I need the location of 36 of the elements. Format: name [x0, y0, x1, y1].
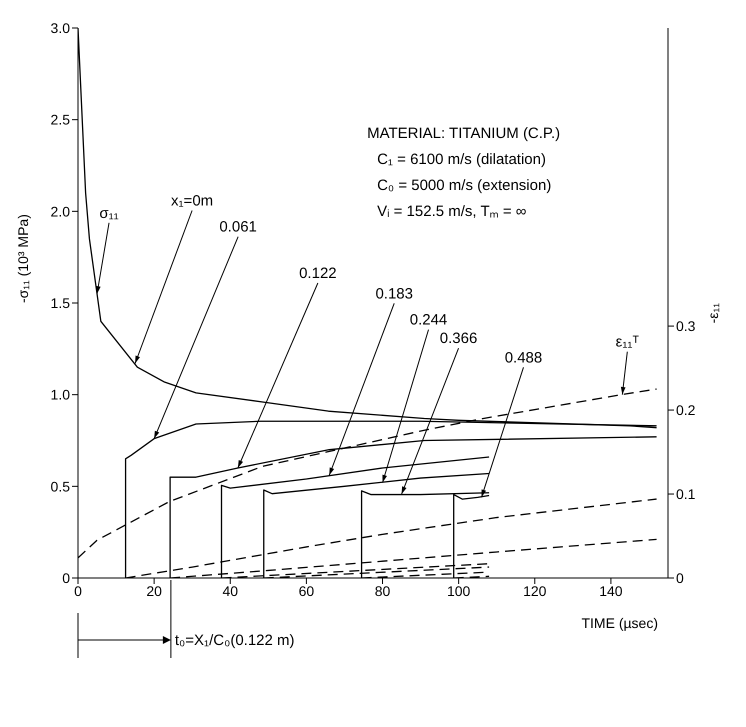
- x-tick-label: 120: [523, 582, 547, 599]
- annotation: 0.061: [219, 218, 257, 236]
- annotation: x₁=0m: [171, 192, 214, 210]
- y-tick-label: 2.0: [50, 203, 70, 220]
- annotation: 0.366: [440, 330, 478, 348]
- x-tick-label: 0: [74, 582, 82, 599]
- annotation: 0.122: [299, 265, 337, 282]
- annotation: σ₁₁: [99, 204, 119, 222]
- annotation: MATERIAL: TITANIUM (C.P.): [367, 125, 560, 142]
- annotation: C₁ = 6100 m/s (dilatation): [377, 151, 546, 168]
- y-tick-label: 1.5: [50, 294, 70, 311]
- x-tick-label: 100: [446, 582, 471, 599]
- annotation: 0.488: [504, 349, 542, 366]
- x-tick-label: 80: [374, 582, 391, 599]
- x-tick-label: 20: [146, 582, 162, 599]
- annotation: 0.244: [410, 312, 448, 329]
- y2-tick-label: 0.3: [676, 318, 696, 334]
- y2-tick-label: 0: [676, 570, 684, 586]
- x-tick-label: 60: [298, 582, 314, 599]
- x-axis-title: TIME (µsec): [581, 615, 658, 631]
- y2-tick-label: 0.1: [676, 486, 696, 502]
- ref-line-label: t₀=X₁/C₀(0.122 m): [174, 632, 295, 649]
- annotation: Vᵢ = 152.5 m/s, Tₘ = ∞: [377, 203, 527, 220]
- x-tick-label: 40: [222, 582, 238, 599]
- y-tick-label: 0: [62, 570, 70, 586]
- y-tick-label: 2.5: [50, 112, 70, 128]
- y2-axis-title: -ε₁₁: [704, 302, 721, 324]
- y-tick-label: 3.0: [50, 20, 70, 36]
- x-tick-label: 140: [599, 582, 623, 599]
- y-tick-label: 1.0: [50, 386, 70, 403]
- y-tick-label: 0.5: [50, 478, 70, 494]
- y2-tick-label: 0.2: [676, 402, 696, 418]
- annotation: C₀ = 5000 m/s (extension): [377, 177, 552, 194]
- annotation: ε₁₁ᵀ: [616, 334, 640, 351]
- y-axis-title: -σ₁₁ (10³ MPa): [14, 214, 31, 303]
- annotation: 0.183: [375, 285, 413, 302]
